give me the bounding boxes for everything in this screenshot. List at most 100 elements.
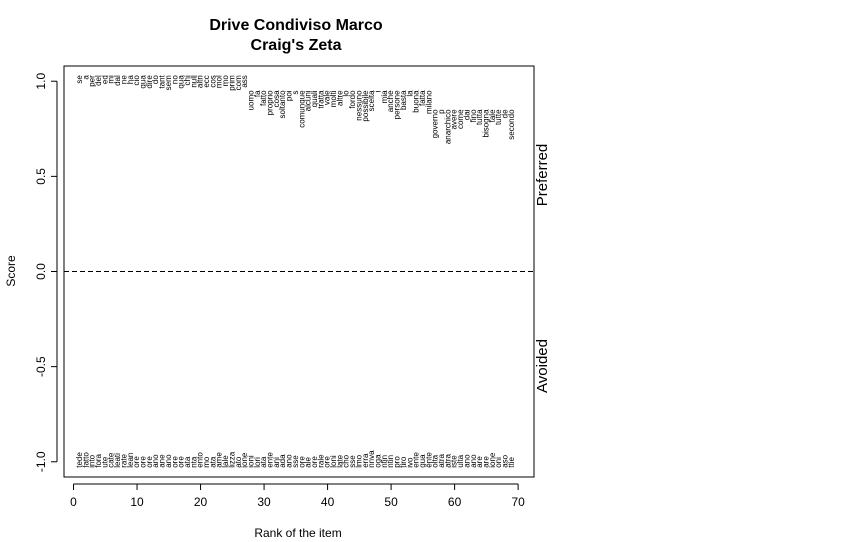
preferred-word: cos	[208, 75, 217, 87]
avoided-word: fora	[94, 453, 103, 467]
avoided-word: ore	[310, 456, 319, 468]
avoided-word: ale	[304, 457, 313, 468]
avoided-word: late	[335, 454, 344, 467]
avoided-word: iste	[450, 455, 459, 468]
avoided-word: ente	[412, 452, 421, 468]
avoided-word: ada	[278, 454, 287, 468]
avoided-word: lean	[126, 453, 135, 468]
preferred-word: altre	[335, 90, 344, 106]
avoided-word: leati	[113, 453, 122, 468]
preferred-word: tutta	[475, 109, 484, 125]
preferred-word: alcuni	[304, 90, 313, 111]
avoided-word: ani	[272, 457, 281, 468]
x-tick-label: 0	[70, 495, 77, 509]
preferred-word: anarchico	[443, 109, 452, 144]
avoided-word: cate	[107, 452, 116, 468]
x-tick-label: 10	[130, 495, 144, 509]
x-axis: 0 10 20 30 40 50 60 70	[70, 483, 525, 509]
preferred-word: comunque	[297, 90, 306, 128]
avoided-word: ame	[215, 452, 224, 468]
preferred-word: chi	[183, 75, 192, 85]
preferred-word: altri	[196, 75, 205, 88]
y-tick-label: 0.0	[34, 263, 48, 280]
avoided-word: ane	[158, 454, 167, 468]
x-tick-label: 60	[448, 495, 462, 509]
avoided-word: ione	[240, 452, 249, 468]
preferred-word: ecc	[202, 75, 211, 87]
preferred-word: dal	[113, 75, 122, 86]
avoided-word: aso	[501, 454, 510, 467]
preferred-word: tratta	[316, 90, 325, 109]
avoided-word: lale	[221, 455, 230, 468]
avoided-word: rale	[316, 454, 325, 468]
avoided-word: loni	[329, 455, 338, 468]
avoided-word: ulta	[456, 454, 465, 467]
preferred-word: soltanto	[278, 90, 287, 119]
avoided-word: mo	[202, 456, 211, 468]
chart-subtitle: Craig's Zeta	[251, 37, 342, 54]
y-tick-label: 1.0	[34, 73, 48, 90]
avoided-word: rate	[119, 453, 128, 467]
preferred-word: prim	[227, 75, 236, 91]
preferred-word: cio	[132, 75, 141, 86]
avoided-word: ore	[177, 456, 186, 468]
avoided-word: ore	[297, 456, 306, 468]
preferred-word: qua	[139, 75, 148, 89]
avoided-word: nta	[189, 456, 198, 468]
avoided-words: tedefattointoforautecateleatirateleanore…	[75, 450, 516, 468]
preferred-word: molti	[329, 90, 338, 107]
preferred-word: fatto	[259, 90, 268, 106]
preferred-word: ha	[126, 75, 135, 84]
preferred-word: s	[291, 90, 300, 94]
x-tick-label: 30	[257, 495, 271, 509]
y-axis-label: Score	[4, 255, 18, 287]
avoided-word: oni	[494, 457, 503, 468]
preferred-word: proprio	[266, 90, 275, 115]
avoided-word: atra	[443, 453, 452, 467]
preferred-word: mol	[215, 75, 224, 88]
avoided-word: erra	[361, 453, 370, 468]
avoided-word: ente	[424, 452, 433, 468]
x-axis-label: Rank of the item	[254, 526, 341, 540]
preferred-word: del	[94, 75, 103, 86]
avoided-word: ttie	[507, 457, 516, 468]
avoided-word: ore	[139, 456, 148, 468]
preferred-word: a	[81, 75, 90, 80]
avoided-word: tede	[75, 452, 84, 468]
avoided-word: ore	[132, 456, 141, 468]
chart-title: Drive Condiviso Marco	[209, 17, 383, 34]
preferred-word: p	[437, 109, 446, 114]
preferred-word: basta	[399, 90, 408, 110]
preferred-word: nessuno	[354, 90, 363, 121]
y-tick-label: -1.0	[34, 451, 48, 472]
avoided-word: lori	[253, 457, 262, 468]
preferred-word: milano	[424, 90, 433, 114]
preferred-word: ass	[240, 75, 249, 87]
avoided-word: ata	[208, 456, 217, 468]
avoided-word: ore	[170, 456, 179, 468]
x-tick-label: 50	[384, 495, 398, 509]
avoided-word: ore	[323, 456, 332, 468]
preferred-word: scelta	[367, 90, 376, 111]
preferred-word: sem	[164, 75, 173, 90]
preferred-word: quali	[310, 90, 319, 107]
avoided-word: ute	[100, 456, 109, 468]
preferred-word: vale	[323, 90, 332, 105]
preferred-word: secondo	[507, 109, 516, 140]
preferred-word: dire	[145, 75, 154, 89]
preferred-word: fino	[469, 109, 478, 122]
preferred-word: come	[456, 109, 465, 129]
preferred-word: de	[501, 109, 510, 118]
preferred-word: persone	[393, 90, 402, 119]
avoided-word: ano	[469, 454, 478, 468]
preferred-word: mia	[380, 90, 389, 103]
preferred-word: mo	[221, 75, 230, 87]
avoided-word: ata	[259, 456, 268, 468]
avoided-word: into	[88, 454, 97, 467]
preferred-word: fa	[253, 90, 262, 97]
x-tick-label: 20	[194, 495, 208, 509]
avoided-word: sse	[291, 455, 300, 468]
avoided-word: ivo	[405, 457, 414, 468]
preferred-words: seaperdeledmidalnehacioquadiredotantsemn…	[75, 74, 516, 144]
